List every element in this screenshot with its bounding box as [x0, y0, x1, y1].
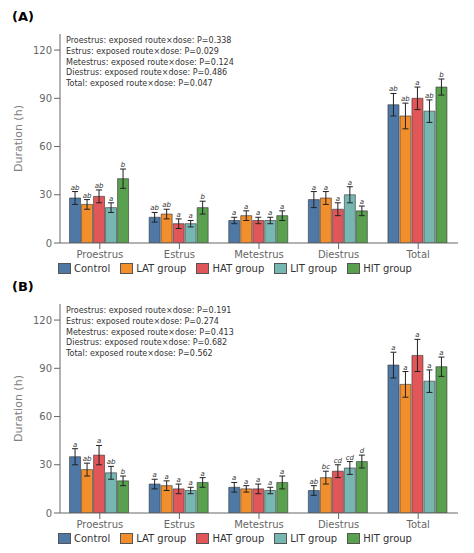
svg-text:a: a: [268, 479, 272, 487]
html-text:HIT group: HIT group: [363, 263, 412, 274]
html-text:(B): (B): [12, 279, 34, 294]
svg-text:Total: Total: [406, 519, 430, 530]
svg-text:Estrus: Estrus: [164, 519, 195, 530]
svg-text:a: a: [280, 468, 284, 476]
svg-text:Diestrus: Diestrus: [318, 249, 359, 260]
svg-text:Duration (h): Duration (h): [12, 105, 25, 172]
html-text:Proestrus: exposed route×dose:: Proestrus: exposed route×dose: P=0.191 E…: [66, 306, 234, 359]
html-text:(A): (A): [12, 9, 34, 24]
svg-text:ab: ab: [150, 204, 159, 212]
svg-text:a: a: [189, 212, 193, 220]
html-text:LIT group: LIT group: [290, 263, 338, 274]
svg-text:a: a: [427, 362, 431, 370]
svg-text:d: d: [360, 447, 365, 455]
html-text:LAT group: LAT group: [136, 533, 187, 544]
html-text:Control: Control: [74, 263, 111, 274]
svg-text:a: a: [189, 479, 193, 487]
svg-text:cd: cd: [334, 457, 343, 465]
svg-text:Total: Total: [406, 249, 430, 260]
svg-text:a: a: [244, 478, 248, 486]
svg-text:ab: ab: [389, 85, 398, 93]
svg-text:a: a: [312, 184, 316, 192]
svg-text:ab: ab: [83, 455, 92, 463]
svg-text:a: a: [177, 211, 181, 219]
svg-text:30: 30: [39, 459, 52, 470]
html-text:HAT group: HAT group: [212, 533, 265, 544]
svg-text:90: 90: [39, 93, 52, 104]
svg-text:b: b: [121, 161, 126, 169]
html-text:HIT group: HIT group: [363, 533, 412, 544]
svg-text:a: a: [165, 473, 169, 481]
html-text:LAT group: LAT group: [136, 263, 187, 274]
svg-text:a: a: [360, 198, 364, 206]
svg-text:Metestrus: Metestrus: [234, 519, 284, 530]
svg-text:a: a: [348, 179, 352, 187]
svg-text:Proestrus: Proestrus: [76, 249, 123, 260]
svg-text:ab: ab: [83, 192, 92, 200]
svg-text:0: 0: [46, 508, 52, 519]
svg-text:a: a: [336, 195, 340, 203]
svg-text:Estrus: Estrus: [164, 249, 195, 260]
svg-text:120: 120: [33, 45, 52, 56]
html-text:HAT group: HAT group: [212, 263, 265, 274]
svg-text:a: a: [280, 203, 284, 211]
svg-text:120: 120: [33, 315, 52, 326]
html-text:Proestrus: exposed route×dose:: Proestrus: exposed route×dose: P=0.338 E…: [66, 36, 234, 89]
svg-text:a: a: [256, 209, 260, 217]
html-text:LIT group: LIT group: [290, 533, 338, 544]
svg-text:a: a: [415, 331, 419, 339]
html-text:Control: Control: [74, 533, 111, 544]
svg-text:a: a: [232, 209, 236, 217]
svg-text:bc: bc: [322, 463, 330, 471]
svg-text:cd: cd: [346, 454, 355, 462]
svg-text:Proestrus: Proestrus: [76, 519, 123, 530]
svg-text:Diestrus: Diestrus: [318, 519, 359, 530]
svg-text:a: a: [153, 471, 157, 479]
svg-text:b: b: [121, 468, 126, 476]
svg-text:a: a: [268, 209, 272, 217]
svg-text:a: a: [391, 344, 395, 352]
svg-text:a: a: [177, 476, 181, 484]
svg-text:60: 60: [39, 141, 52, 152]
svg-text:a: a: [232, 474, 236, 482]
svg-text:ab: ab: [107, 458, 116, 466]
svg-text:ab: ab: [95, 182, 104, 190]
svg-text:ab: ab: [309, 478, 318, 486]
svg-text:a: a: [256, 476, 260, 484]
svg-text:b: b: [439, 71, 444, 79]
svg-text:a: a: [415, 79, 419, 87]
svg-text:a: a: [439, 349, 443, 357]
svg-text:Duration (h): Duration (h): [12, 375, 25, 442]
svg-text:ab: ab: [401, 95, 410, 103]
svg-text:a: a: [403, 364, 407, 372]
svg-text:ab: ab: [71, 184, 80, 192]
svg-text:b: b: [200, 193, 205, 201]
svg-text:a: a: [73, 441, 77, 449]
svg-text:a: a: [244, 203, 248, 211]
svg-text:0: 0: [46, 238, 52, 249]
svg-text:90: 90: [39, 363, 52, 374]
svg-text:ab: ab: [162, 201, 171, 209]
svg-text:ab: ab: [425, 92, 434, 100]
svg-text:30: 30: [39, 189, 52, 200]
svg-text:a: a: [109, 195, 113, 203]
svg-text:a: a: [97, 437, 101, 445]
svg-text:a: a: [324, 184, 328, 192]
svg-text:60: 60: [39, 411, 52, 422]
svg-text:Metestrus: Metestrus: [234, 249, 284, 260]
svg-text:a: a: [201, 470, 205, 478]
